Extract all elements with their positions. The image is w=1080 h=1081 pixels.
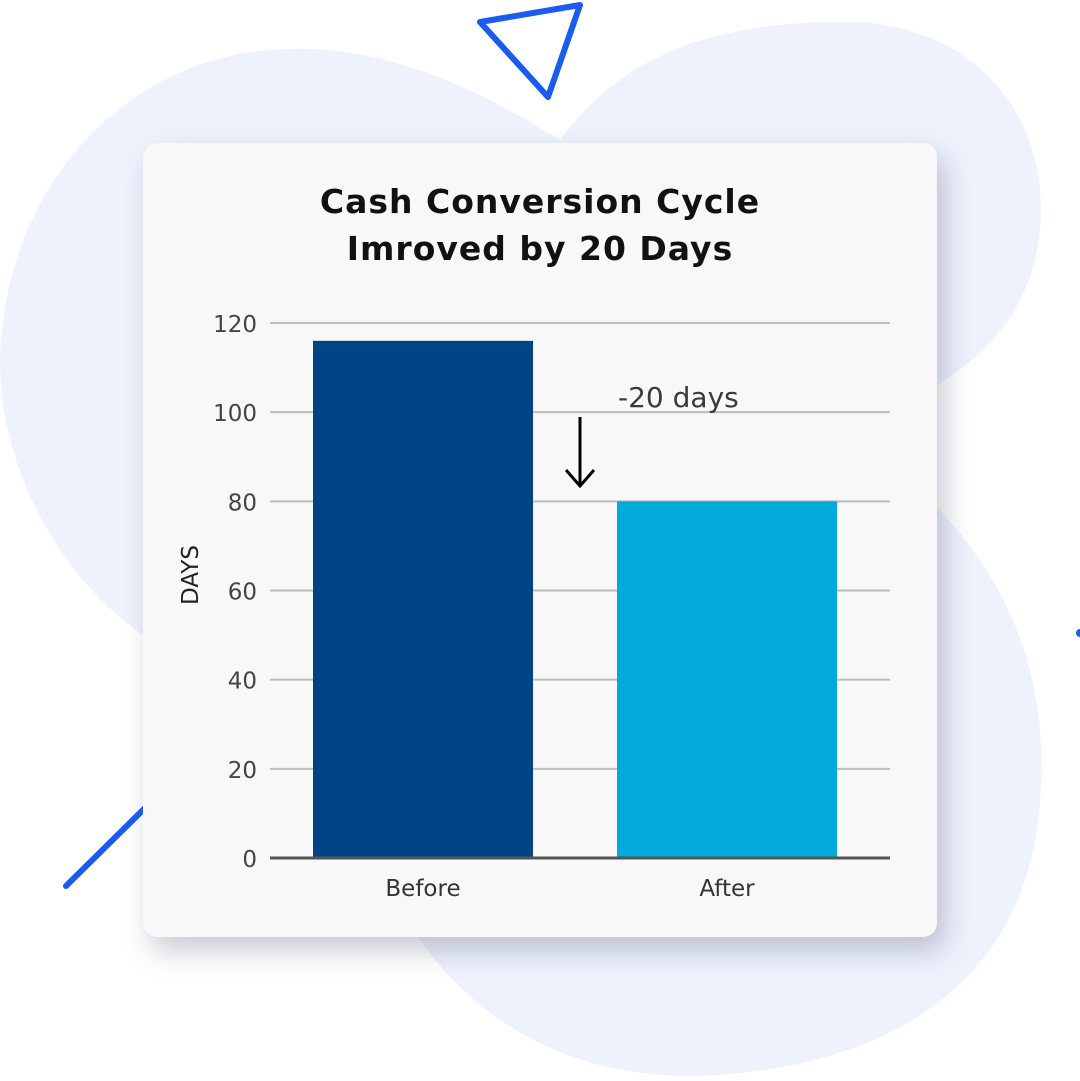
y-tick-label: 80 xyxy=(228,490,257,516)
chart-title-line-1: Cash Conversion Cycle xyxy=(319,182,761,221)
bar-before xyxy=(313,340,533,858)
accent-dot xyxy=(1076,629,1080,637)
y-tick-label: 0 xyxy=(242,847,257,873)
x-tick-label: After xyxy=(699,876,755,902)
annotation-label: -20 days xyxy=(618,381,739,414)
bar-after xyxy=(617,501,837,858)
chart-title-line-2: Imroved by 20 Days xyxy=(346,229,734,268)
x-tick-label: Before xyxy=(385,876,460,902)
triangle-outline-icon xyxy=(477,2,583,100)
chart-title: Cash Conversion Cycle Imroved by 20 Days xyxy=(143,178,937,272)
y-tick-label: 100 xyxy=(213,401,257,427)
y-tick-label: 20 xyxy=(228,758,257,784)
y-tick-label: 120 xyxy=(213,312,257,338)
y-tick-label: 40 xyxy=(228,669,257,695)
arrow-down-icon xyxy=(564,417,596,489)
y-tick-label: 60 xyxy=(228,580,257,606)
y-axis-label: DAYS xyxy=(178,545,204,605)
accent-line xyxy=(63,800,153,889)
